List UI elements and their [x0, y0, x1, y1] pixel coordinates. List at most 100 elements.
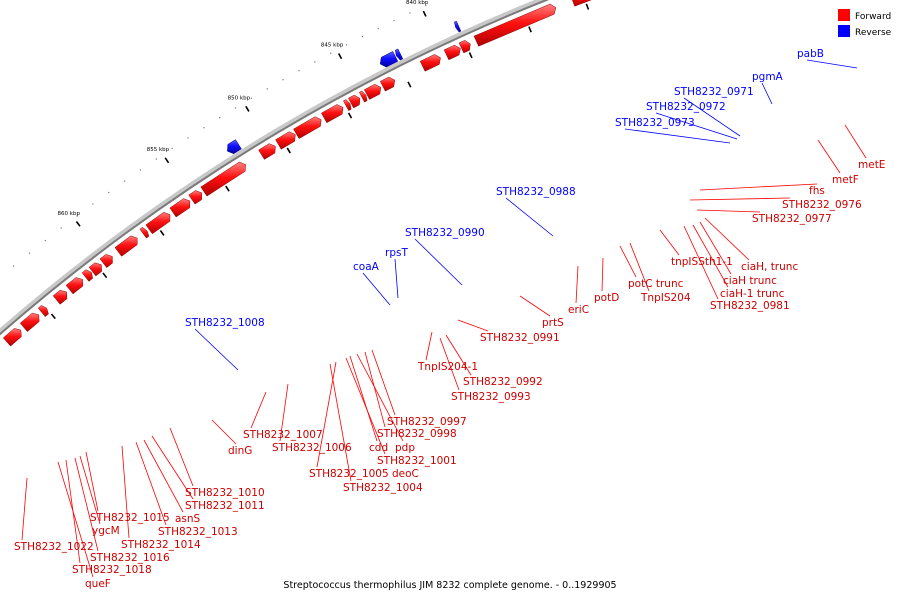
forward-gene-arrow [65, 277, 84, 295]
reverse-label-leader [505, 197, 554, 237]
forward-label-leader [121, 445, 130, 539]
scale-tick-mark [75, 221, 81, 227]
scale-dot [393, 20, 395, 22]
forward-label-leader [696, 209, 761, 213]
forward-gene-arrow [139, 226, 150, 239]
forward-label-leader [699, 221, 732, 275]
forward-gene-arrow [358, 90, 368, 103]
legend-forward-label: Forward [855, 12, 891, 22]
reverse-gene-label: STH8232_0973 [615, 117, 695, 129]
forward-gene-label: STH8232_0976 [782, 199, 862, 211]
forward-label-leader [683, 225, 719, 300]
forward-label-leader [371, 349, 396, 416]
scale-dot [314, 61, 316, 63]
reverse-gene-label: coaA [353, 261, 380, 273]
forward-label-leader [457, 319, 489, 332]
forward-label-leader [21, 477, 28, 541]
forward-label-leader [692, 224, 729, 288]
forward-label-leader [169, 427, 194, 487]
scale-ticks: 815 kbp820 kbp825 kbp830 kbp835 kbp840 k… [50, 0, 590, 320]
forward-gene-label: tnpISSth1-1 [671, 256, 733, 268]
scale-tick-mark [528, 26, 532, 33]
scale-dot [28, 252, 31, 254]
forward-gene-label: STH8232_1006 [272, 442, 352, 454]
reverse-gene-label: pabB [797, 48, 824, 60]
forward-label-leader [345, 357, 386, 455]
forward-gene-arrow [88, 262, 102, 277]
scale-dot [219, 117, 221, 119]
forward-label-leader [250, 391, 267, 429]
scale-dot [203, 127, 205, 129]
forward-gene-arrow [258, 143, 276, 160]
reverse-label-leader [362, 272, 391, 306]
forward-label-leader [619, 245, 637, 278]
forward-gene-label: STH8232_1013 [158, 526, 238, 538]
scale-dot [266, 88, 268, 90]
forward-gene-label: STH8232_1018 [72, 564, 152, 576]
scale-tick-mark [347, 112, 353, 119]
reverse-gene-arrow [454, 20, 462, 33]
forward-label-leader [85, 451, 99, 512]
forward-gene-label: STH8232_1005 deoC [309, 468, 419, 480]
forward-gene-arrow [348, 94, 361, 109]
scale-dot [345, 44, 348, 46]
forward-label-leader [349, 355, 378, 442]
forward-label-leader [445, 334, 472, 376]
forward-gene-arrow [473, 3, 557, 47]
legend-forward-swatch [838, 9, 850, 21]
scale-dot [155, 158, 157, 160]
scale-tick-mark [245, 105, 250, 112]
forward-label-leader [279, 383, 289, 442]
scale-tick-mark [164, 157, 170, 164]
forward-gene-label: TnpIS204 [640, 292, 691, 304]
forward-gene-arrow [275, 131, 296, 150]
forward-gene-arrow [114, 235, 138, 257]
scale-tick-label: 855 kbp [147, 147, 170, 153]
scale-tick-mark [337, 53, 343, 60]
scale-tick-label: 850 kbp [228, 95, 251, 101]
forward-label-leader [629, 242, 650, 292]
scale-dot [250, 97, 253, 99]
forward-gene-arrow [363, 83, 382, 100]
genome-caption: Streptococcus thermophilus JIM 8232 comp… [283, 580, 616, 591]
legend: Forward Reverse [838, 9, 892, 38]
forward-label-leader [74, 457, 99, 552]
forward-label-leader [519, 295, 551, 317]
reverse-gene-arrow [379, 51, 399, 68]
forward-gene-label: STH8232_1011 [185, 500, 265, 512]
forward-gene-arrow [379, 76, 396, 92]
forward-label-leader [57, 461, 94, 578]
forward-label-leader [364, 351, 386, 428]
scale-dot [108, 191, 110, 194]
forward-gene-label: ciaH, trunc [741, 261, 798, 273]
forward-label-leader [439, 337, 460, 391]
genome-backbone [0, 0, 550, 336]
forward-label-leader [135, 441, 167, 526]
forward-gene-label: STH8232_1001 [377, 455, 457, 467]
forward-gene-label: STH8232_0997 [387, 416, 467, 428]
forward-label-leader [699, 183, 818, 191]
forward-gene-arrow [99, 254, 113, 268]
reverse-label-leader [655, 112, 738, 140]
forward-gene-label: STH8232_0977 [752, 213, 832, 225]
forward-gene-label: eriC [568, 304, 589, 316]
backbone-shadow [0, 0, 548, 335]
forward-gene-label: STH8232_0992 [463, 376, 543, 388]
forward-gene-label: STH8232_1010 [185, 487, 265, 499]
forward-gene-label: potC trunc [628, 278, 684, 290]
forward-gene-label: STH8232_1007 [243, 429, 323, 441]
forward-gene-label: queF [85, 578, 111, 590]
forward-gene-label: STH8232_0981 [710, 300, 790, 312]
scale-tick-mark [225, 185, 230, 192]
gene-labels: pabB pgmA STH8232_0971 STH8232_0972 STH8232_… [14, 48, 885, 590]
forward-gene-label: STH8232_0998 [377, 428, 457, 440]
forward-gene-label: STH8232_1015 [90, 512, 170, 524]
scale-dot [171, 147, 173, 149]
forward-gene-arrow [443, 44, 461, 61]
reverse-gene-arrow [227, 139, 242, 154]
reverse-gene-label: STH8232_0971 [674, 86, 754, 98]
reverse-label-leader [414, 238, 463, 286]
forward-gene-label: STH8232_0991 [480, 332, 560, 344]
reverse-label-leader [761, 82, 773, 105]
